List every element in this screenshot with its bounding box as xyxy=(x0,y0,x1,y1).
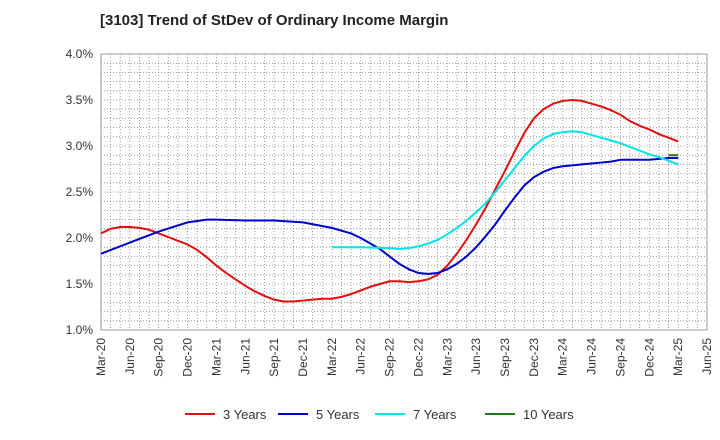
x-tick-label: Jun-20 xyxy=(123,338,137,375)
y-tick-label: 2.0% xyxy=(66,231,94,245)
chart-title: [3103] Trend of StDev of Ordinary Income… xyxy=(100,12,449,29)
x-tick-label: Dec-24 xyxy=(642,338,656,377)
y-tick-label: 2.5% xyxy=(66,185,94,199)
legend-label: 10 Years xyxy=(523,407,574,422)
x-tick-label: Dec-21 xyxy=(296,338,310,377)
series-line-3-years xyxy=(100,99,679,303)
x-tick-label: Jun-24 xyxy=(585,338,599,375)
x-tick-label: Sep-23 xyxy=(498,338,512,377)
legend-label: 7 Years xyxy=(413,407,457,422)
x-tick-label: Dec-22 xyxy=(411,338,425,377)
x-tick-label: Mar-23 xyxy=(440,338,454,376)
series-line-7-years xyxy=(331,130,679,251)
x-tick-label: Jun-21 xyxy=(238,338,252,375)
x-tick-label: Mar-25 xyxy=(671,338,685,376)
x-tick-label: Mar-22 xyxy=(325,338,339,376)
series-lines xyxy=(100,99,679,303)
x-tick-label: Jun-23 xyxy=(469,338,483,375)
plot-frame xyxy=(100,53,708,331)
series-line-5-years xyxy=(100,156,679,275)
legend: 3 Years 5 Years 7 Years 10 Years xyxy=(185,407,574,422)
y-tick-label: 3.5% xyxy=(66,93,94,107)
y-tick-label: 4.0% xyxy=(66,47,94,61)
legend-label: 3 Years xyxy=(223,407,267,422)
legend-label: 5 Years xyxy=(316,407,360,422)
y-tick-label: 1.5% xyxy=(66,277,94,291)
x-tick-label: Mar-20 xyxy=(94,338,108,376)
x-tick-label: Sep-20 xyxy=(152,338,166,377)
x-tick-label: Sep-22 xyxy=(383,338,397,377)
y-tick-label: 3.0% xyxy=(66,139,94,153)
x-axis-ticks: Mar-20 Jun-20 Sep-20 Dec-20 Mar-21 Jun-21 Sep-… xyxy=(94,338,714,377)
y-axis-ticks: 1.0% 1.5% 2.0% 2.5% 3.0% 3.5% 4.0% xyxy=(66,47,94,337)
x-tick-label: Mar-24 xyxy=(556,338,570,376)
x-tick-label: Dec-23 xyxy=(527,338,541,377)
x-tick-label: Sep-21 xyxy=(267,338,281,377)
x-tick-label: Dec-20 xyxy=(181,338,195,377)
x-tick-label: Mar-21 xyxy=(209,338,223,376)
grid xyxy=(101,54,707,330)
x-tick-label: Jun-22 xyxy=(354,338,368,375)
x-tick-label: Sep-24 xyxy=(613,338,627,377)
y-tick-label: 1.0% xyxy=(66,323,94,337)
x-tick-label: Jun-25 xyxy=(700,338,714,375)
